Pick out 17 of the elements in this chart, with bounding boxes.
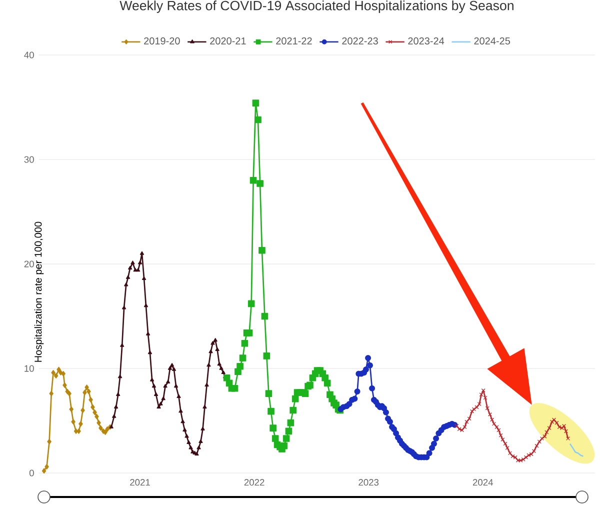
x-tick-label: 2022 xyxy=(244,479,264,486)
legend-label: 2019-20 xyxy=(144,37,180,44)
y-tick-label: 10 xyxy=(24,365,34,372)
legend-label: 2020-21 xyxy=(210,37,246,44)
y-tick-label: 40 xyxy=(24,52,34,58)
y-tick-label: 20 xyxy=(24,260,34,268)
y-tick-label: 30 xyxy=(24,156,34,163)
legend-label: 2021-22 xyxy=(276,37,312,44)
x-tick-label: 2021 xyxy=(130,479,150,486)
y-tick-label: 0 xyxy=(29,470,34,476)
legend-label: 2022-23 xyxy=(342,37,378,44)
y-axis-title: Hospitalization rate per 100,000 xyxy=(34,222,44,362)
chart-title: Weekly Rates of COVID-19 Associated Hospitalizations by Season xyxy=(120,0,514,13)
x-tick-label: 2024 xyxy=(472,479,493,486)
legend-label: 2024-25 xyxy=(474,37,510,44)
legend-label: 2023-24 xyxy=(408,37,444,44)
x-tick-label: 2023 xyxy=(358,479,379,486)
